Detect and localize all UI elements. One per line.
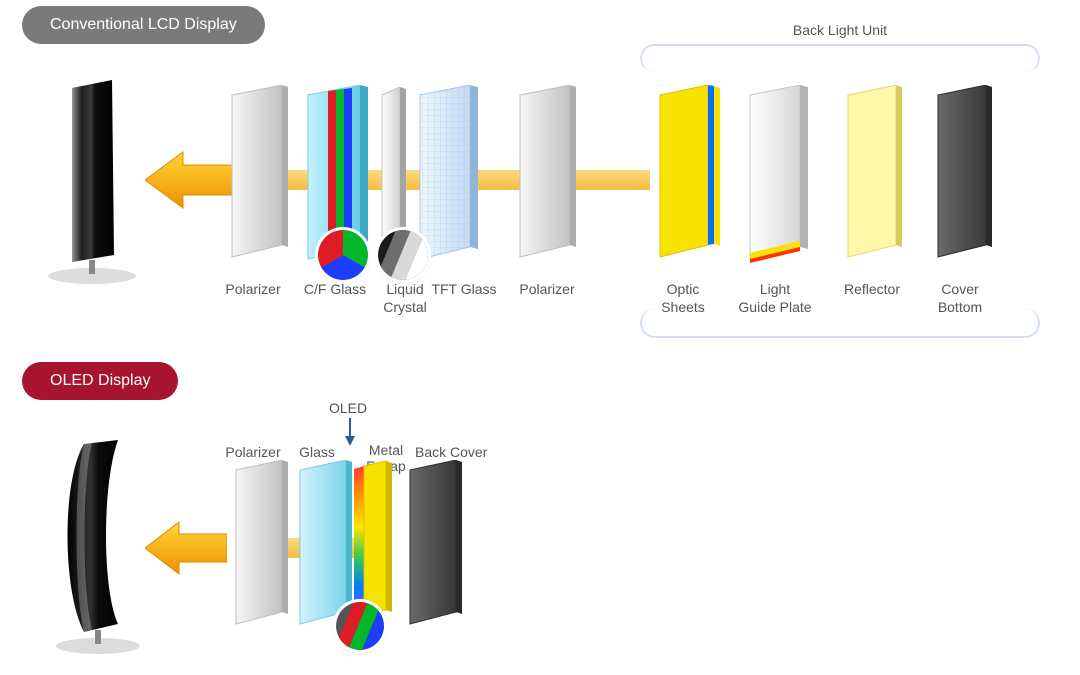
oled-top-label-back-cover: Back Cover: [415, 444, 505, 460]
blu-bracket-top: [640, 44, 1040, 72]
oled-title-text: OLED Display: [50, 372, 150, 389]
lcd-title-badge: Conventional LCD Display: [22, 6, 265, 44]
oled-light-arrow-icon: [145, 520, 227, 576]
lcd-title-text: Conventional LCD Display: [50, 16, 237, 33]
oled-tv-icon: [32, 440, 147, 660]
oled-top-label-oled: OLED: [323, 400, 373, 416]
oled-title-badge: OLED Display: [22, 362, 178, 400]
lcd-label-polarizer1: Polarizer: [218, 280, 288, 298]
lcd-pane-cover-bottom: [928, 85, 1000, 263]
oled-pane-back-cover: [402, 460, 468, 630]
oled-pane-polarizer: [228, 460, 294, 630]
oled-arrow-down-icon: [344, 418, 356, 446]
lcd-pane-optic-sheets: [650, 85, 724, 263]
lcd-tv-icon: [32, 80, 147, 290]
lcd-pane-reflector: [838, 85, 910, 263]
lcd-pane-light-guide-plate: [740, 85, 814, 265]
oled-top-label-glass: Glass: [292, 444, 342, 460]
lcd-label-polarizer2: Polarizer: [512, 280, 582, 298]
lcd-pane-polarizer2: [510, 85, 582, 263]
lcd-label-cover-bottom: Cover Bottom: [920, 280, 1000, 316]
lcd-label-reflector: Reflector: [832, 280, 912, 298]
lcd-label-optic-sheets: Optic Sheets: [648, 280, 718, 316]
oled-rgb-circle-icon: [336, 602, 384, 650]
lcd-label-cf-glass: C/F Glass: [295, 280, 375, 298]
lc-stripe-circle-icon: [378, 230, 428, 280]
backlight-unit-label: Back Light Unit: [760, 22, 920, 38]
lcd-label-lgp: Light Guide Plate: [730, 280, 820, 316]
lcd-pane-polarizer1: [222, 85, 294, 263]
lcd-label-tft-glass: TFT Glass: [424, 280, 504, 298]
cf-rgb-circle-icon: [318, 230, 368, 280]
oled-top-label-polarizer: Polarizer: [218, 444, 288, 460]
